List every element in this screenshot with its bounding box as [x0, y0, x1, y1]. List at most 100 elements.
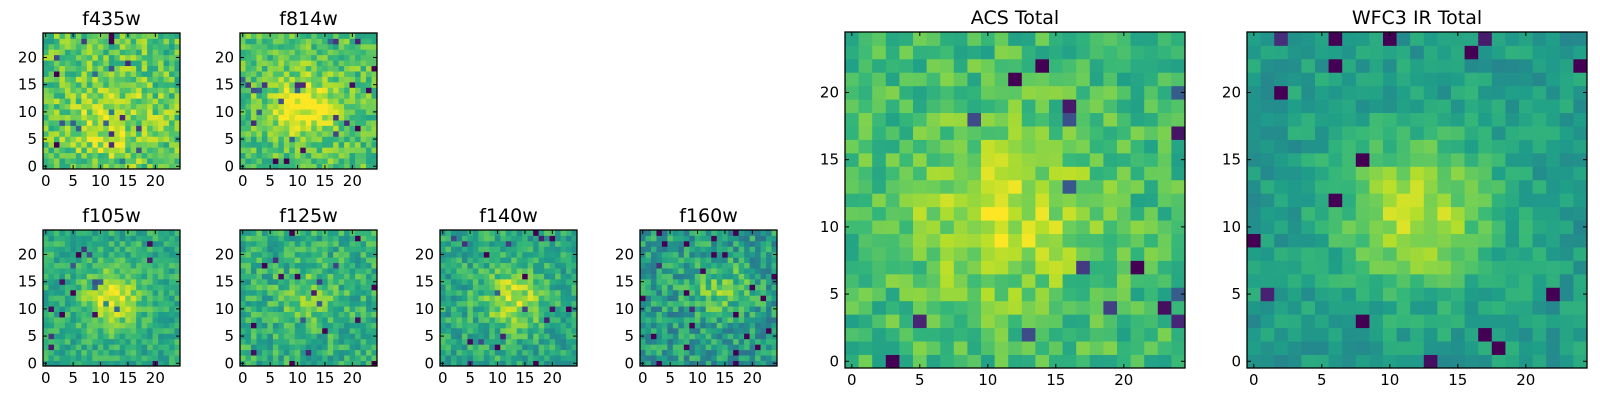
heatmap-cell [1532, 314, 1547, 329]
heatmap-cell [103, 141, 110, 148]
heatmap-cell [1103, 193, 1118, 208]
heatmap-cell [278, 235, 285, 242]
heatmap-cell [1021, 247, 1036, 261]
heatmap-cell [744, 322, 750, 329]
heatmap-cell [333, 163, 340, 170]
heatmap-cell [125, 311, 132, 318]
heatmap-cell [760, 284, 767, 291]
heatmap-cell [1247, 193, 1261, 208]
heatmap-cell [371, 240, 378, 247]
heatmap-cell [103, 327, 110, 334]
heatmap-cell [1157, 314, 1172, 329]
heatmap-cell [130, 322, 137, 329]
heatmap-cell [1103, 99, 1118, 114]
heatmap-cell [755, 306, 761, 312]
heatmap-cell [48, 130, 55, 137]
heatmap-cell [483, 344, 490, 351]
heatmap-cell [119, 289, 126, 296]
heatmap-cell [1410, 354, 1425, 369]
heatmap-cell [75, 327, 82, 334]
heatmap-cell [305, 300, 312, 307]
heatmap-cell [59, 273, 66, 280]
heatmap-cell [289, 76, 296, 83]
heatmap-cell [327, 54, 334, 61]
heatmap-cell [700, 246, 707, 253]
heatmap-cell [108, 317, 115, 323]
heatmap-cell [316, 360, 323, 367]
heatmap-cell [92, 360, 99, 367]
heatmap-cell [1130, 354, 1145, 369]
heatmap-cell [152, 295, 159, 302]
heatmap-cell [119, 33, 126, 39]
heatmap-cell [300, 54, 307, 61]
heatmap-cell [744, 344, 750, 351]
heatmap-cell [1451, 193, 1465, 208]
heatmap-cell [1157, 126, 1172, 140]
heatmap-cell [316, 262, 323, 269]
heatmap-cell [316, 49, 323, 56]
heatmap-cell [689, 311, 696, 318]
heatmap-cell [43, 295, 49, 302]
heatmap-cell [261, 349, 268, 356]
heatmap-cell [261, 136, 268, 143]
heatmap-cell [48, 60, 55, 67]
heatmap-cell [158, 289, 164, 296]
heatmap-cell [366, 54, 372, 61]
heatmap-cell [130, 152, 137, 159]
heatmap-cell [360, 147, 367, 154]
heatmap-cell [1519, 314, 1533, 329]
heatmap-cell [953, 206, 968, 221]
heatmap-cell [125, 136, 132, 143]
heatmap-cell [272, 120, 279, 126]
heatmap-cell [141, 338, 148, 345]
heatmap-cell [48, 87, 55, 94]
heatmap-cell [755, 338, 761, 345]
heatmap-cell [667, 322, 674, 329]
heatmap-cell [645, 284, 652, 291]
heatmap-cell [467, 306, 474, 312]
heatmap-cell [1559, 233, 1574, 248]
heatmap-cell [136, 273, 143, 280]
heatmap-cell [97, 317, 104, 323]
heatmap-cell [700, 327, 707, 334]
heatmap-cell [338, 235, 345, 242]
heatmap-cell [1315, 300, 1329, 315]
heatmap-cell [1396, 247, 1411, 261]
heatmap-cell [81, 54, 88, 61]
heatmap-cell [694, 300, 701, 307]
heatmap-cell [472, 251, 479, 258]
heatmap-cell [103, 163, 110, 170]
heatmap-cell [722, 349, 729, 356]
heatmap-cell [152, 311, 159, 318]
heatmap-cell [327, 257, 334, 264]
heatmap-cell [494, 289, 501, 296]
heatmap-cell [316, 251, 323, 258]
heatmap-cell [1171, 247, 1186, 261]
heatmap-cell [174, 33, 181, 39]
heatmap-cell [97, 300, 104, 307]
heatmap-cell [283, 60, 290, 67]
heatmap-cell [360, 60, 367, 67]
heatmap-cell [371, 76, 378, 83]
heatmap-cell [289, 230, 296, 236]
heatmap-cell [272, 257, 279, 264]
heatmap-cell [1423, 260, 1438, 275]
heatmap-cell [311, 300, 318, 307]
heatmap-cell [119, 322, 126, 329]
heatmap-cell [566, 295, 572, 302]
heatmap-cell [1532, 273, 1547, 288]
heatmap-cell [1144, 58, 1159, 73]
heatmap-cell [366, 92, 372, 99]
heatmap-cell [125, 81, 132, 88]
heatmap-cell [450, 246, 457, 253]
heatmap-cell [1342, 152, 1357, 167]
heatmap-cell [163, 141, 170, 148]
heatmap-cell [527, 333, 534, 340]
heatmap-cell [716, 257, 723, 264]
heatmap-cell [75, 103, 82, 110]
heatmap-cell [1355, 341, 1370, 355]
heatmap-cell [245, 38, 252, 45]
heatmap-cell [1559, 354, 1574, 369]
heatmap-cell [544, 327, 550, 334]
heatmap-cell [311, 38, 318, 45]
